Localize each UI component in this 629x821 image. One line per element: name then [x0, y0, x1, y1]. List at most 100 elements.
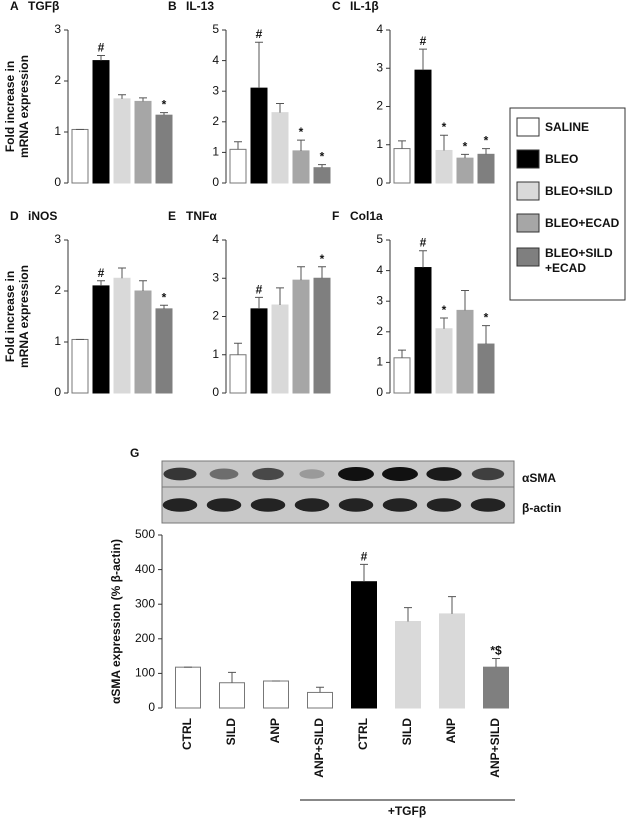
bar [456, 309, 474, 394]
panel-title: IL-1β [350, 0, 379, 13]
legend-label: SALINE [545, 120, 589, 134]
panel-label: A [10, 0, 19, 13]
error-bar [255, 41, 263, 89]
bar [71, 338, 89, 394]
x-tick-label: ANP [268, 718, 282, 743]
y-tick-label: 200 [135, 631, 155, 645]
blot-band [471, 467, 505, 481]
panel-title: Col1a [350, 209, 383, 223]
error-bar [228, 671, 236, 683]
error-bar [97, 280, 105, 286]
legend-label: +ECAD [545, 261, 586, 275]
y-tick-label: 1 [54, 334, 61, 348]
error-bar [297, 266, 305, 281]
error-bar [118, 94, 126, 99]
y-tick-label: 3 [376, 60, 383, 74]
bar [393, 148, 411, 184]
bar [414, 69, 432, 184]
legend-swatch [516, 181, 540, 201]
bar [229, 148, 247, 184]
y-tick-label: 3 [54, 22, 61, 36]
annotation: * [162, 98, 167, 112]
bar [113, 277, 131, 394]
legend-swatch [516, 149, 540, 169]
y-tick-label: 1 [376, 137, 383, 151]
bar [439, 613, 465, 709]
y-tick-label: 4 [212, 232, 219, 246]
error-bar [118, 267, 126, 279]
bar [92, 60, 110, 184]
y-axis-label: Fold increase in [3, 271, 17, 362]
legend-label: BLEO+SILD [545, 246, 613, 260]
error-bar [297, 139, 305, 151]
bar [155, 114, 173, 184]
bar [313, 167, 331, 184]
annotation: # [98, 41, 105, 55]
y-tick-label: 0 [148, 700, 155, 714]
x-tick-label: ANP+SILD [312, 718, 326, 778]
y-tick-label: 0 [376, 385, 383, 399]
x-tick-label: SILD [400, 718, 414, 746]
error-bar [482, 148, 490, 155]
bar [414, 267, 432, 394]
blot-band [162, 498, 198, 512]
y-axis-label: mRNA expression [17, 55, 31, 158]
y-tick-label: 5 [212, 22, 219, 36]
error-bar [234, 342, 242, 355]
bar [250, 308, 268, 394]
blot-band [294, 498, 330, 512]
error-bar [398, 140, 406, 149]
error-bar [461, 153, 469, 159]
bar [395, 621, 421, 709]
y-tick-label: 2 [212, 309, 219, 323]
blot-band [426, 467, 462, 481]
y-tick-label: 4 [212, 53, 219, 67]
blot-band [470, 498, 506, 512]
panel-title: IL-13 [186, 0, 214, 13]
blot-band [252, 467, 284, 481]
blot-band [250, 498, 286, 512]
annotation: * [442, 303, 447, 317]
panel-label: C [332, 0, 341, 13]
error-bar [440, 317, 448, 329]
annotation: # [420, 34, 427, 48]
error-bar [318, 266, 326, 279]
bar [477, 343, 495, 394]
error-bar [492, 658, 500, 668]
bar [92, 285, 110, 394]
y-axis-label: Fold increase in [3, 61, 17, 152]
y-tick-label: 3 [212, 83, 219, 97]
x-tick-label: CTRL [180, 718, 194, 750]
y-tick-label: 300 [135, 596, 155, 610]
annotation: # [420, 236, 427, 250]
annotation: # [361, 549, 368, 563]
error-bar [316, 686, 324, 693]
y-tick-label: 0 [54, 175, 61, 189]
error-bar [276, 102, 284, 113]
legend-label: BLEO+ECAD [545, 216, 620, 230]
y-tick-label: 2 [376, 99, 383, 113]
annotation: * [463, 139, 468, 153]
error-bar [398, 349, 406, 358]
legend-swatch [516, 117, 540, 137]
bar [292, 150, 310, 184]
x-tick-label: ANP+SILD [488, 718, 502, 778]
blot-band [382, 467, 418, 481]
panel-label: G [130, 446, 139, 460]
bar [134, 100, 152, 184]
y-tick-label: 2 [54, 283, 61, 297]
y-tick-label: 1 [376, 355, 383, 369]
y-tick-label: 1 [212, 145, 219, 159]
annotation: * [320, 150, 325, 164]
group-label: +TGFβ [388, 804, 426, 818]
error-bar [440, 134, 448, 151]
error-bar [139, 97, 147, 102]
legend-label: BLEO [545, 152, 578, 166]
blot-label: β-actin [522, 501, 561, 515]
error-bar [139, 280, 147, 291]
blot-band [338, 498, 374, 512]
bar [292, 279, 310, 394]
y-tick-label: 4 [376, 263, 383, 277]
error-bar [419, 250, 427, 268]
bar [271, 112, 289, 184]
